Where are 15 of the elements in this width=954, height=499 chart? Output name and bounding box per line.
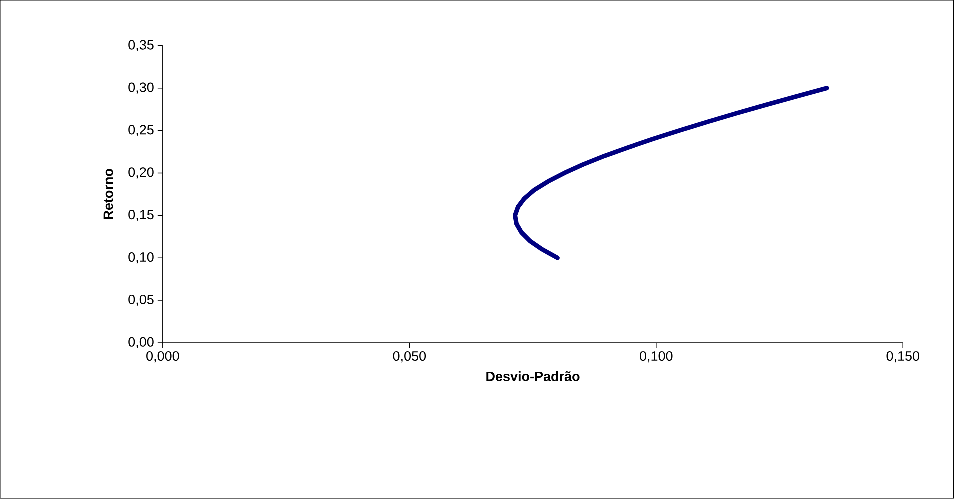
y-tick-label: 0,30 bbox=[128, 82, 154, 94]
x-tick-label: 0,100 bbox=[640, 352, 673, 363]
y-axis-title: Retorno bbox=[104, 169, 114, 220]
x-tick-label: 0,000 bbox=[146, 352, 180, 363]
x-axis-title: Desvio-Padrão bbox=[486, 372, 580, 382]
y-tick-label: 0,10 bbox=[128, 252, 154, 264]
y-tick-label: 0,05 bbox=[128, 295, 154, 306]
y-tick-label: 0,20 bbox=[128, 168, 154, 179]
x-tick-label: 0,050 bbox=[393, 352, 426, 363]
x-tick-label: 0,150 bbox=[886, 352, 920, 363]
line-series bbox=[513, 86, 830, 260]
y-tick-label: 0,25 bbox=[128, 125, 154, 136]
y-tick-label: 0,15 bbox=[128, 210, 154, 222]
y-tick-label: 0,35 bbox=[128, 40, 154, 52]
y-tick-label: 0,00 bbox=[128, 337, 154, 349]
